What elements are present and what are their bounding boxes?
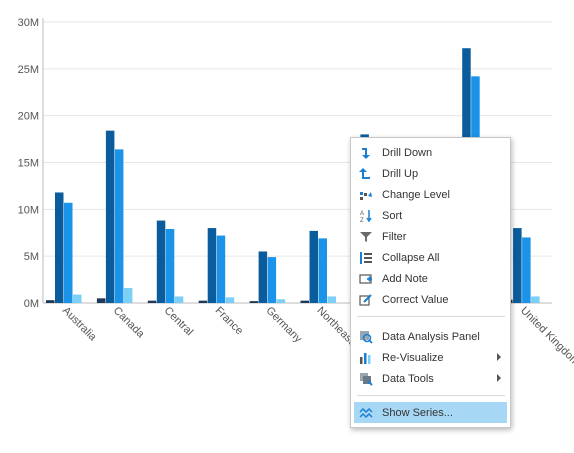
bar (513, 228, 522, 303)
menu-item-label: Data Tools (382, 372, 434, 385)
bar (318, 238, 327, 303)
bar (73, 294, 82, 303)
bar (249, 301, 259, 303)
y-tick-label: 25M (18, 64, 39, 76)
menu-item-drill-down[interactable]: Drill Down (354, 142, 507, 163)
y-tick-label: 20M (18, 111, 39, 123)
show-series-icon (358, 405, 374, 421)
y-tick-label: 30M (18, 17, 39, 29)
menu-item-data-tools[interactable]: Data Tools (354, 368, 507, 389)
bar (165, 229, 175, 303)
y-tick-label: 0M (24, 298, 39, 310)
bar (123, 288, 133, 303)
bar (522, 237, 531, 303)
bar (105, 130, 115, 303)
data-tools-icon (358, 371, 374, 387)
bar (64, 202, 73, 303)
filter-icon (358, 229, 374, 245)
menu-item-label: Re-Visualize (382, 351, 444, 364)
menu-item-label: Show Series... (382, 406, 453, 419)
y-tick-label: 5M (24, 251, 39, 263)
correct-value-icon (358, 292, 374, 308)
bar (258, 251, 268, 303)
menu-separator (357, 395, 505, 396)
menu-item-collapse-all[interactable]: Collapse All (354, 247, 507, 268)
bar (300, 300, 309, 303)
bar (267, 257, 277, 303)
bar (114, 149, 124, 303)
bar (309, 230, 318, 303)
menu-item-label: Change Level (382, 188, 450, 201)
menu-item-data-analysis-panel[interactable]: Data Analysis Panel (354, 326, 507, 347)
y-tick-label: 15M (18, 158, 39, 170)
menu-item-label: Drill Up (382, 167, 419, 180)
menu-item-label: Collapse All (382, 251, 440, 264)
y-tick-label: 10M (18, 204, 39, 216)
menu-item-label: Filter (382, 230, 407, 243)
menu-item-label: Add Note (382, 272, 428, 285)
bar (46, 300, 55, 303)
drill-up-icon (358, 166, 374, 182)
bar (276, 299, 286, 303)
bar (96, 298, 106, 303)
submenu-arrow-icon (497, 374, 501, 382)
x-tick-label: Australia (60, 305, 99, 344)
add-note-icon (358, 271, 374, 287)
menu-separator (357, 316, 505, 317)
menu-item-label: Sort (382, 209, 403, 222)
menu-item-label: Data Analysis Panel (382, 330, 480, 343)
bar (156, 220, 166, 303)
re-visualize-icon (358, 350, 374, 366)
menu-item-filter[interactable]: Filter (354, 226, 507, 247)
bar (327, 296, 336, 303)
bar (55, 192, 64, 303)
menu-item-show-series[interactable]: Show Series... (354, 402, 507, 423)
bar (174, 296, 184, 303)
svg-text:A: A (360, 211, 364, 217)
change-level-icon (358, 187, 374, 203)
menu-item-correct-value[interactable]: Correct Value (354, 289, 507, 310)
x-tick-label: Central (162, 305, 196, 339)
x-tick-label: Canada (111, 305, 147, 341)
collapse-all-icon (358, 250, 374, 266)
svg-text:Z: Z (360, 218, 364, 223)
menu-item-add-note[interactable]: Add Note (354, 268, 507, 289)
menu-item-label: Correct Value (382, 293, 449, 306)
bar (216, 235, 226, 303)
bar (225, 297, 235, 303)
menu-item-drill-up[interactable]: Drill Up (354, 163, 507, 184)
bar (198, 300, 208, 303)
submenu-arrow-icon (497, 353, 501, 361)
menu-item-change-level[interactable]: Change Level (354, 184, 507, 205)
x-tick-label: France (213, 305, 246, 338)
data-analysis-icon (358, 329, 374, 345)
bar (147, 300, 157, 303)
menu-item-label: Drill Down (382, 146, 433, 159)
menu-item-re-visualize[interactable]: Re-Visualize (354, 347, 507, 368)
bar (531, 296, 540, 303)
x-tick-label: Germany (263, 305, 304, 346)
bar (207, 228, 217, 303)
x-tick-label: United Kingdom (518, 305, 574, 369)
drill-down-icon (358, 145, 374, 161)
